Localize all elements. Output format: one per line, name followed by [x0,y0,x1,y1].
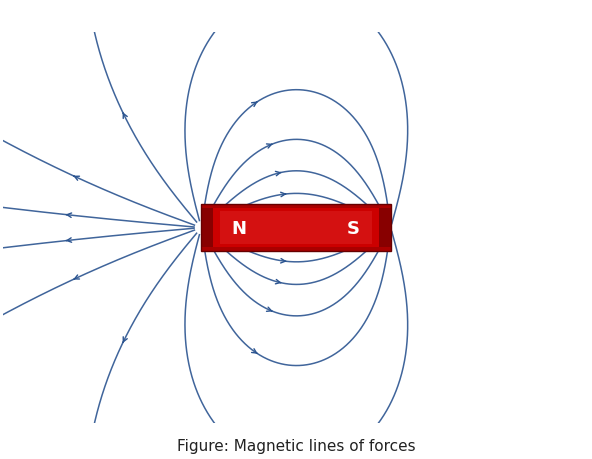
Bar [201,205,391,251]
Bar [201,205,391,251]
Bar [379,205,391,251]
Text: Figure: Magnetic lines of forces: Figure: Magnetic lines of forces [176,438,416,453]
Bar [201,205,213,251]
Text: N: N [231,219,247,237]
Bar [220,212,372,244]
Bar [201,205,391,209]
Text: S: S [346,219,359,237]
Bar [201,247,391,251]
